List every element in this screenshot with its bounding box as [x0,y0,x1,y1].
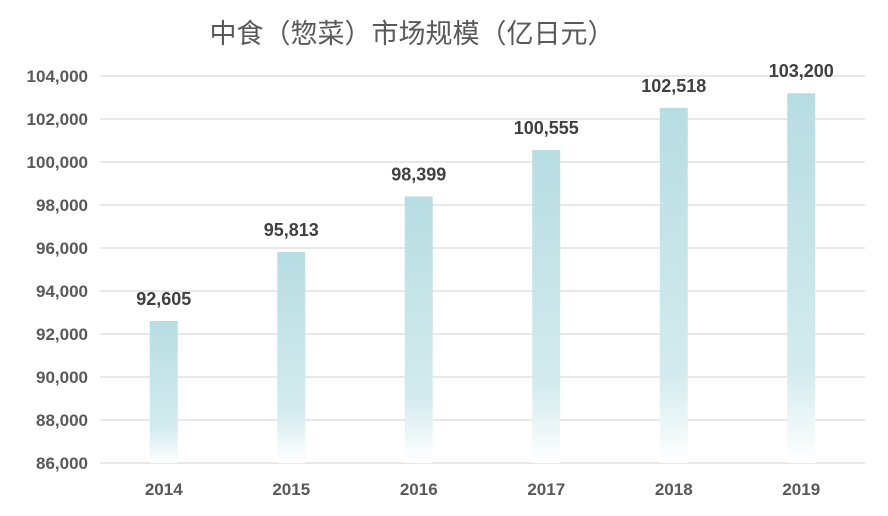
data-label: 103,200 [769,61,834,81]
y-tick-label: 92,000 [36,325,88,344]
y-tick-label: 90,000 [36,368,88,387]
bar-2015 [277,252,306,463]
bars [149,93,816,463]
y-tick-label: 100,000 [27,153,88,172]
bar-2019 [787,93,816,463]
x-tick-label: 2019 [782,480,820,499]
x-axis: 2014 2015 2016 2017 2018 2019 [145,480,820,499]
y-tick-label: 96,000 [36,239,88,258]
y-tick-label: 102,000 [27,110,88,129]
data-labels: 92,605 95,813 98,399 100,555 102,518 103,200 [136,61,834,309]
x-tick-label: 2016 [400,480,438,499]
y-tick-label: 94,000 [36,282,88,301]
data-label: 102,518 [641,76,706,96]
y-tick-label: 98,000 [36,196,88,215]
data-label: 95,813 [264,220,319,240]
chart-title: 中食（惣菜）市场规模（亿日元） [210,19,615,50]
y-tick-label: 104,000 [27,67,88,86]
bar-2014 [149,320,178,463]
data-label: 98,399 [391,164,446,184]
bar-2018 [659,107,688,463]
bar-2017 [532,150,561,463]
y-tick-label: 88,000 [36,411,88,430]
x-tick-label: 2017 [527,480,565,499]
gridlines [100,75,865,464]
data-label: 100,555 [514,118,579,138]
data-label: 92,605 [136,289,191,309]
x-tick-label: 2015 [272,480,310,499]
x-tick-label: 2014 [145,480,183,499]
x-tick-label: 2018 [655,480,693,499]
bar-2016 [404,196,433,463]
y-tick-label: 86,000 [36,454,88,473]
y-axis: 86,000 88,000 90,000 92,000 94,000 96,000 98,0… [27,67,88,473]
